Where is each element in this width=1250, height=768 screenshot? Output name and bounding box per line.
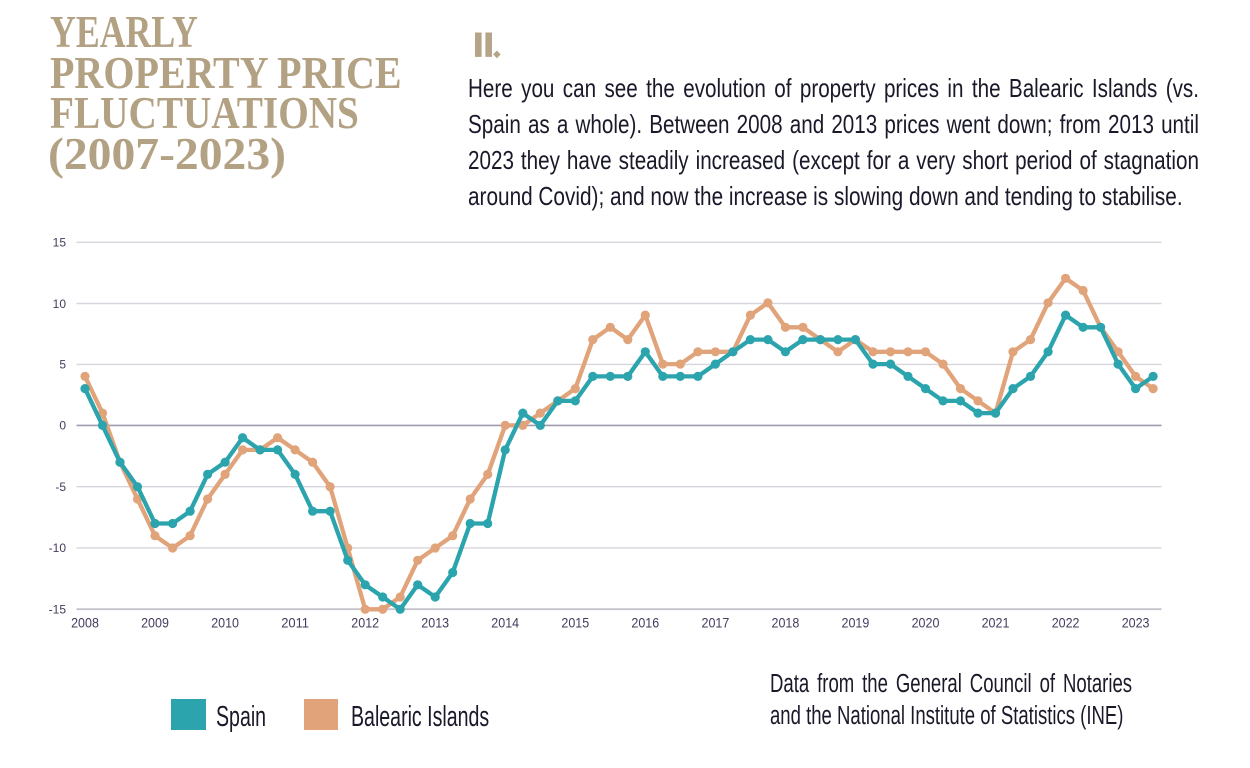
svg-text:2008: 2008 (71, 615, 99, 630)
svg-text:15: 15 (53, 236, 67, 250)
svg-text:2021: 2021 (982, 615, 1010, 630)
svg-text:-15: -15 (49, 603, 67, 617)
svg-text:2016: 2016 (631, 615, 659, 630)
svg-text:2010: 2010 (211, 615, 239, 630)
svg-text:2018: 2018 (772, 615, 800, 630)
svg-text:2013: 2013 (421, 615, 449, 630)
svg-text:0: 0 (59, 419, 66, 433)
svg-text:-5: -5 (55, 480, 66, 494)
svg-text:2009: 2009 (141, 615, 169, 630)
svg-text:2017: 2017 (702, 615, 730, 630)
svg-text:2012: 2012 (351, 615, 379, 630)
svg-text:-10: -10 (49, 541, 67, 555)
svg-text:2014: 2014 (491, 615, 519, 630)
svg-text:2023: 2023 (1122, 615, 1150, 630)
svg-text:10: 10 (53, 297, 67, 311)
svg-text:2019: 2019 (842, 615, 870, 630)
svg-text:2022: 2022 (1052, 615, 1080, 630)
svg-text:2011: 2011 (281, 615, 309, 630)
svg-text:2015: 2015 (561, 615, 589, 630)
svg-text:5: 5 (59, 358, 66, 372)
svg-text:2020: 2020 (912, 615, 940, 630)
